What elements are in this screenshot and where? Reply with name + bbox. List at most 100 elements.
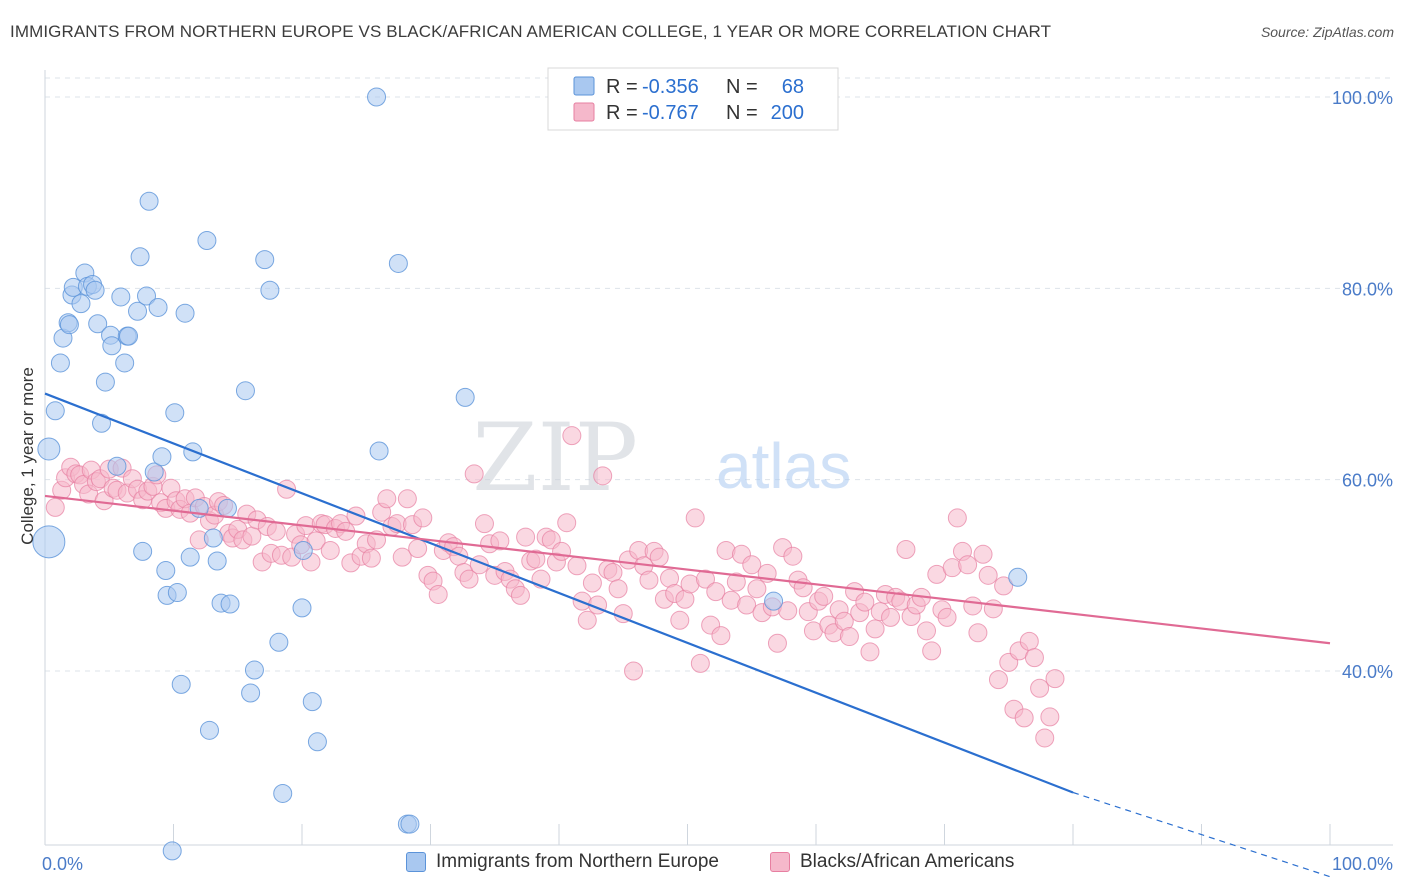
- point-blacks: [917, 621, 937, 641]
- point-blacks: [767, 633, 787, 653]
- point-blacks: [557, 513, 577, 533]
- point-immigrants: [235, 381, 255, 401]
- point-immigrants: [156, 561, 176, 581]
- point-blacks: [839, 627, 859, 647]
- point-immigrants: [119, 326, 139, 346]
- point-immigrants: [207, 551, 227, 571]
- point-immigrants: [152, 447, 172, 467]
- point-immigrants: [293, 540, 313, 560]
- point-immigrants: [85, 280, 105, 300]
- grid-lines: [45, 77, 1393, 672]
- point-immigrants: [388, 253, 408, 273]
- point-immigrants: [307, 732, 327, 752]
- point-immigrants: [302, 692, 322, 712]
- y-tick-label: 100.0%: [1332, 88, 1393, 108]
- point-blacks: [670, 610, 690, 630]
- point-blacks: [783, 546, 803, 566]
- point-blacks: [45, 497, 65, 517]
- point-immigrants: [144, 462, 164, 482]
- point-blacks: [865, 619, 885, 639]
- point-blacks: [988, 670, 1008, 690]
- point-blacks: [1019, 631, 1039, 651]
- legend-item-immigrants: Immigrants from Northern Europe: [406, 851, 719, 873]
- trend-line-immigrants: [44, 392, 1074, 794]
- point-immigrants: [88, 314, 108, 334]
- point-blacks: [608, 579, 628, 599]
- point-immigrants: [260, 280, 280, 300]
- point-immigrants: [162, 841, 182, 861]
- series-blacks-points: [45, 426, 1065, 748]
- point-blacks: [413, 508, 433, 528]
- point-blacks: [814, 586, 834, 606]
- point-blacks: [742, 555, 762, 575]
- point-blacks: [963, 596, 983, 616]
- point-blacks: [706, 582, 726, 602]
- point-blacks: [552, 541, 572, 561]
- point-immigrants: [1008, 567, 1028, 587]
- point-blacks: [562, 426, 582, 446]
- point-blacks: [1030, 678, 1050, 698]
- point-blacks: [459, 569, 479, 589]
- point-immigrants: [130, 247, 150, 267]
- point-blacks: [567, 556, 587, 576]
- point-blacks: [937, 607, 957, 627]
- legend-r-value-1: -0.356: [642, 76, 699, 98]
- legend-label-immigrants: Immigrants from Northern Europe: [436, 851, 719, 872]
- point-blacks: [490, 531, 510, 551]
- point-blacks: [392, 547, 412, 567]
- point-blacks: [1045, 669, 1065, 689]
- point-immigrants: [199, 720, 219, 740]
- point-blacks: [711, 626, 731, 646]
- point-immigrants: [37, 437, 61, 461]
- point-blacks: [526, 549, 546, 569]
- legend-swatch-blue: [573, 76, 595, 96]
- point-immigrants: [95, 372, 115, 392]
- point-immigrants: [133, 541, 153, 561]
- watermark: ZIP atlas: [472, 404, 851, 513]
- point-blacks: [320, 540, 340, 560]
- point-blacks: [408, 539, 428, 559]
- point-blacks: [377, 489, 397, 509]
- point-blacks: [510, 585, 530, 605]
- point-blacks: [649, 547, 669, 567]
- legend-n-value-1: 68: [782, 76, 804, 98]
- point-immigrants: [148, 297, 168, 317]
- point-blacks: [747, 579, 767, 599]
- point-blacks: [737, 595, 757, 615]
- series-immigrants-points: [32, 87, 1028, 861]
- trend-lines: [44, 392, 1331, 878]
- point-immigrants: [128, 301, 148, 321]
- trend-line-blacks: [44, 494, 1331, 645]
- point-immigrants: [273, 783, 293, 803]
- point-immigrants: [59, 315, 79, 335]
- point-blacks: [726, 572, 746, 592]
- watermark-zip: ZIP: [472, 404, 638, 513]
- point-blacks: [695, 569, 715, 589]
- legend-n-label-2: N =: [726, 102, 758, 124]
- y-tick-label: 60.0%: [1342, 471, 1393, 491]
- point-blacks: [361, 548, 381, 568]
- x-tick-label: 0.0%: [42, 854, 83, 874]
- point-immigrants: [175, 303, 195, 323]
- legend-bottom: Immigrants from Northern Europe Blacks/A…: [0, 851, 1406, 879]
- point-blacks: [922, 641, 942, 661]
- point-blacks: [947, 508, 967, 528]
- point-blacks: [1040, 707, 1060, 727]
- point-blacks: [685, 508, 705, 528]
- point-immigrants: [241, 683, 261, 703]
- legend-r-value-2: -0.767: [642, 102, 699, 124]
- legend-swatch-blacks: [770, 852, 790, 872]
- point-immigrants: [180, 547, 200, 567]
- legend-top: R = -0.356 N = 68 R = -0.767 N = 200: [547, 67, 839, 131]
- point-blacks: [973, 544, 993, 564]
- point-blacks: [978, 565, 998, 585]
- point-blacks: [968, 623, 988, 643]
- point-immigrants: [197, 231, 217, 250]
- legend-swatch-pink: [573, 102, 595, 122]
- y-tick-label: 80.0%: [1342, 279, 1393, 299]
- point-blacks: [855, 592, 875, 612]
- point-blacks: [983, 599, 1003, 619]
- legend-item-blacks: Blacks/African Americans: [770, 851, 1014, 873]
- point-blacks: [639, 570, 659, 590]
- point-blacks: [593, 466, 613, 486]
